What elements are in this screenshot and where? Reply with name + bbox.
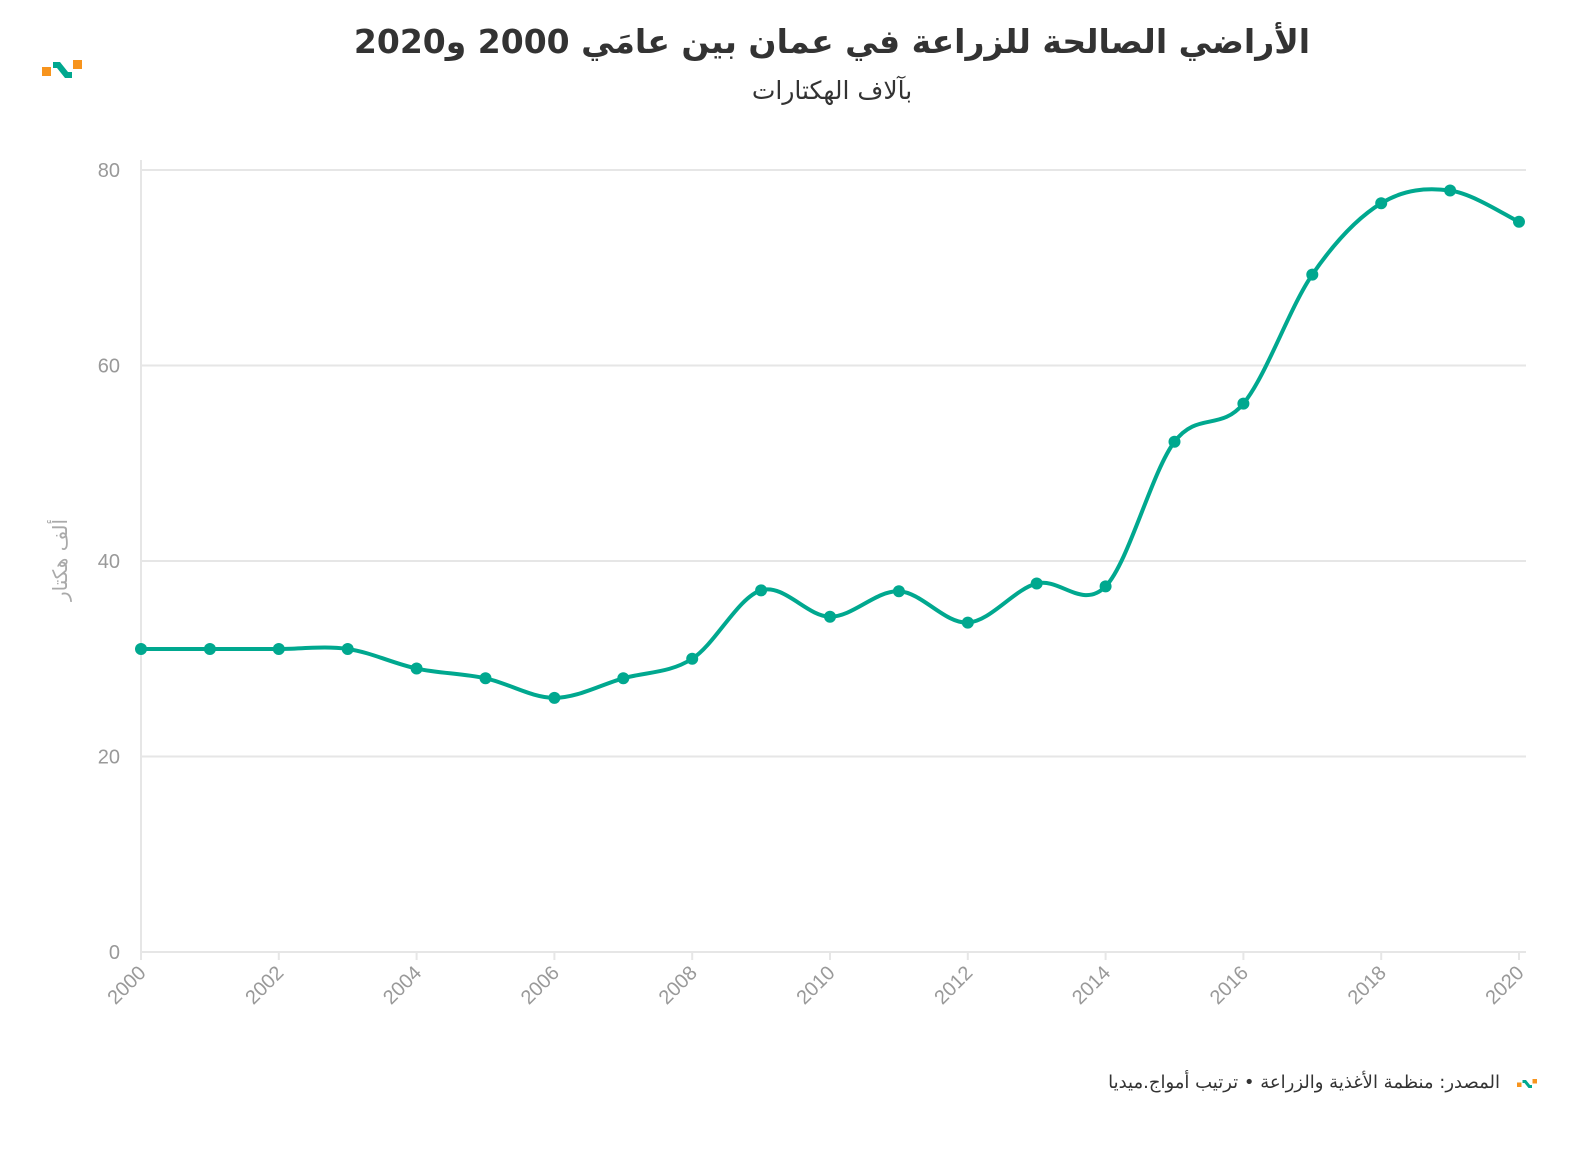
x-tick-label: 2000 bbox=[104, 962, 151, 1009]
x-tick-label: 2010 bbox=[793, 962, 840, 1009]
source-note: المصدر: منظمة الأغذية والزراعة • ترتيب أ… bbox=[1108, 1072, 1500, 1093]
data-point bbox=[1168, 435, 1181, 448]
data-point bbox=[1306, 268, 1319, 281]
brand-logo bbox=[42, 60, 82, 78]
x-tick-label: 2004 bbox=[379, 962, 426, 1009]
x-tick-label: 2008 bbox=[655, 962, 702, 1009]
data-point bbox=[341, 642, 354, 655]
data-point bbox=[1375, 197, 1388, 210]
x-tick-label: 2014 bbox=[1068, 962, 1115, 1009]
data-point bbox=[410, 662, 423, 675]
series-line bbox=[140, 187, 1520, 700]
x-tick-label: 2018 bbox=[1344, 962, 1391, 1009]
data-point bbox=[755, 584, 768, 597]
y-tick-label: 60 bbox=[98, 356, 120, 378]
x-tick-label: 2006 bbox=[517, 962, 564, 1009]
data-point bbox=[548, 691, 561, 704]
data-point bbox=[135, 642, 147, 655]
data-point bbox=[892, 585, 905, 598]
data-point bbox=[686, 652, 699, 665]
line-chart: 0 20 40 60 80 2000 2002 2004 2006 2008 2010 2012 201… bbox=[98, 160, 1529, 1009]
data-point bbox=[1099, 580, 1112, 593]
y-tick-label: 0 bbox=[109, 942, 120, 964]
data-point bbox=[479, 672, 492, 685]
x-tick-label: 2012 bbox=[930, 962, 977, 1009]
y-tick-label: 40 bbox=[98, 551, 120, 573]
x-tick-label: 2016 bbox=[1206, 962, 1253, 1009]
y-tick-label: 20 bbox=[98, 747, 120, 769]
data-point bbox=[1444, 184, 1457, 197]
footer-logo bbox=[1517, 1079, 1537, 1088]
data-point bbox=[617, 672, 630, 685]
x-tick-label: 2002 bbox=[241, 962, 288, 1009]
chart-subtitle: بآلاف الهكتارات bbox=[751, 76, 913, 105]
data-point bbox=[1030, 577, 1043, 590]
data-point bbox=[272, 642, 285, 655]
data-point bbox=[1237, 397, 1250, 410]
data-point bbox=[203, 642, 216, 655]
y-tick-label: 80 bbox=[98, 160, 120, 182]
x-tick-label: 2020 bbox=[1482, 962, 1529, 1009]
chart-title: الأراضي الصالحة للزراعة في عمان بين عامَ… bbox=[353, 22, 1311, 61]
data-point bbox=[824, 610, 836, 623]
data-point bbox=[1513, 215, 1525, 228]
data-point bbox=[961, 616, 974, 629]
